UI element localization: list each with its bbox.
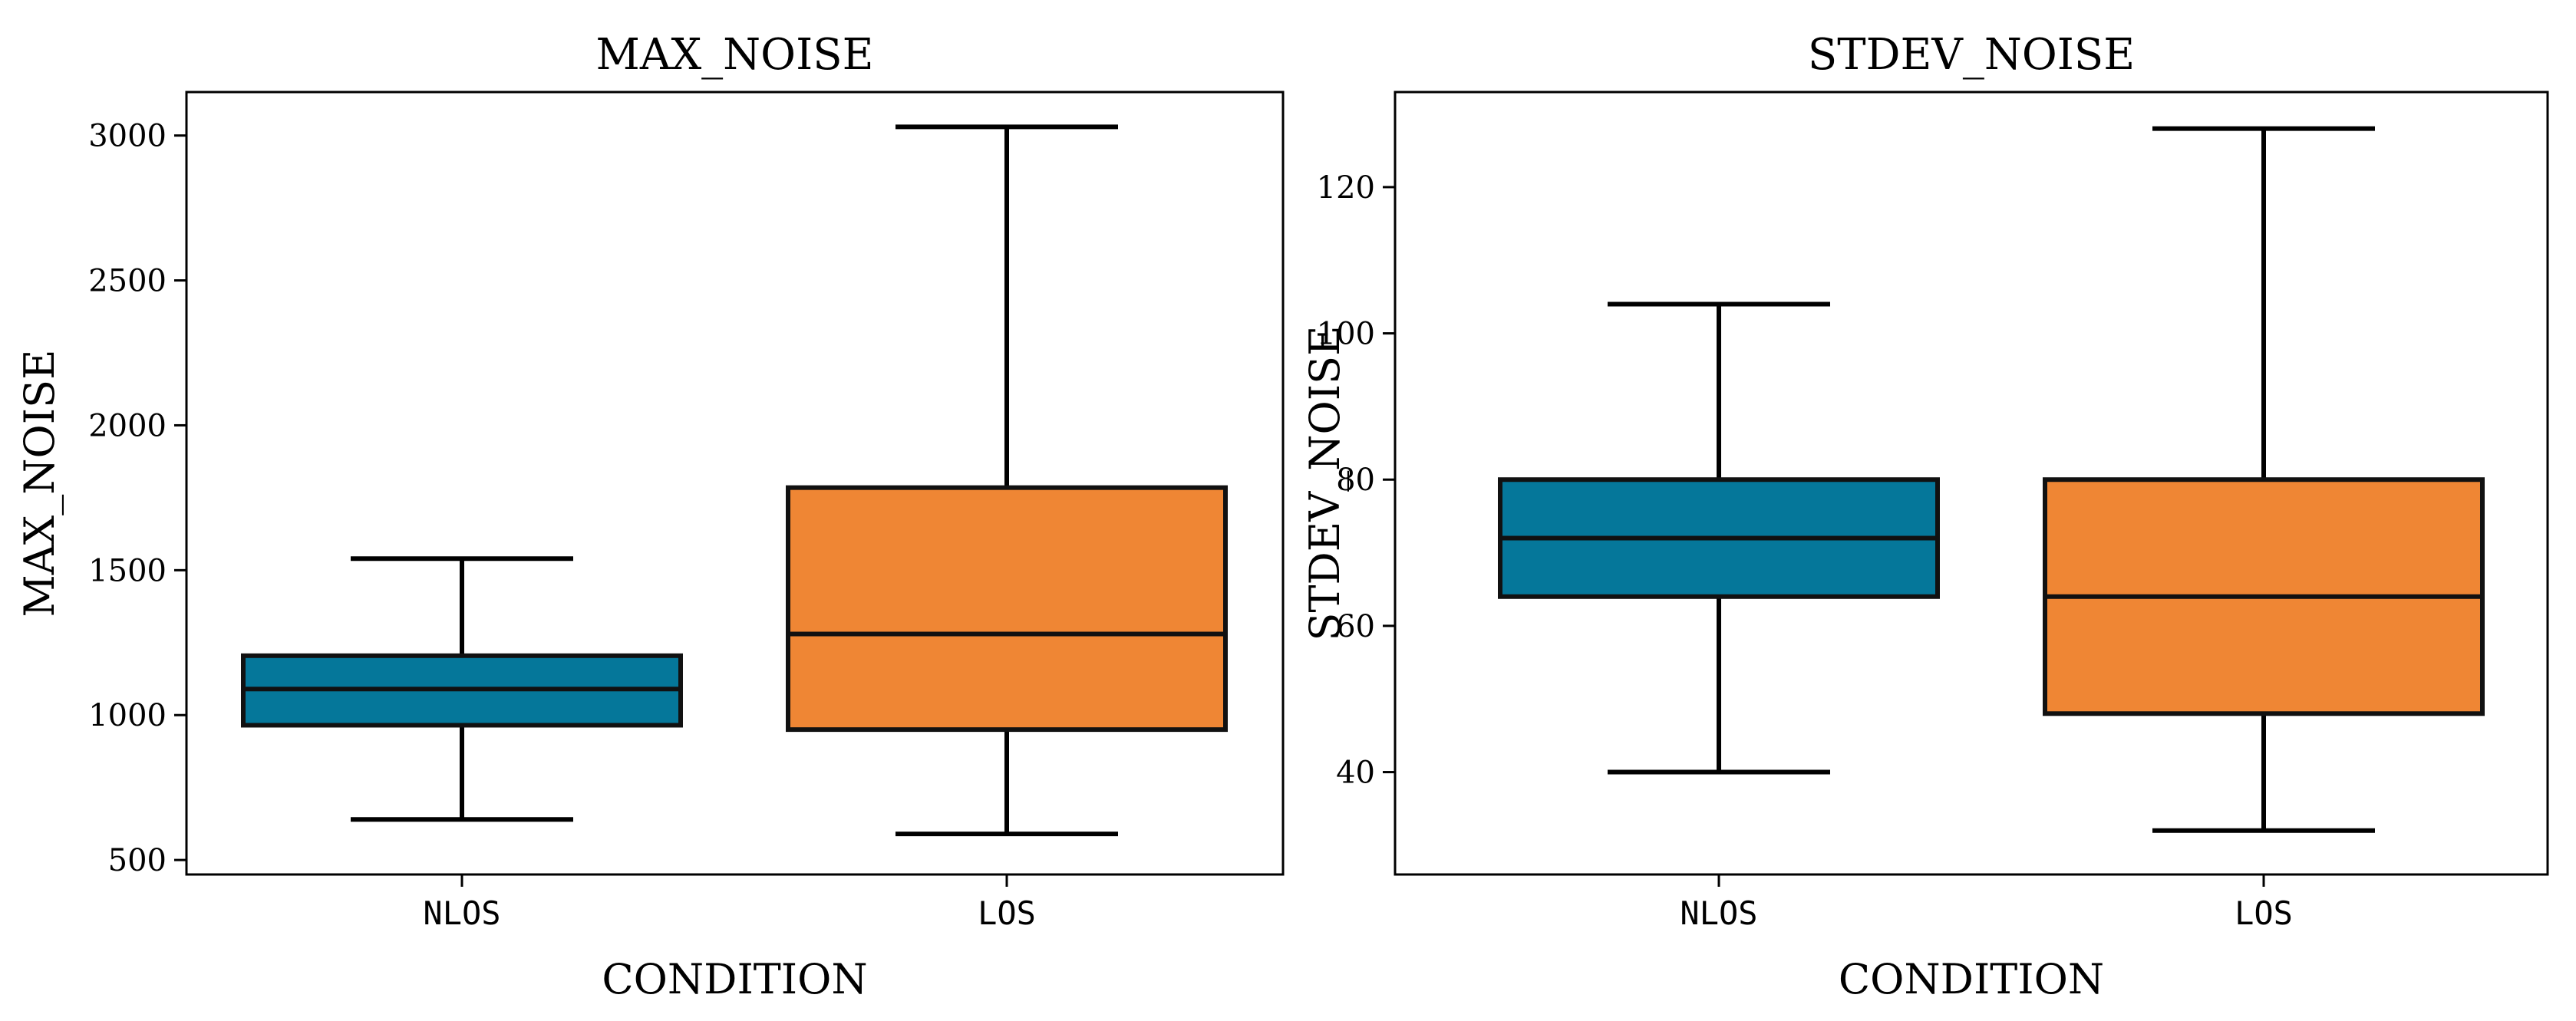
- y-tick-label: 100: [1317, 317, 1375, 352]
- x-tick-label: LOS: [978, 894, 1036, 932]
- x-axis-label: CONDITION: [1839, 955, 2104, 1003]
- y-tick-label: 500: [108, 843, 167, 878]
- box-iqr: [786, 485, 1228, 733]
- y-tick-label: 1500: [88, 553, 167, 588]
- y-tick-label: 3000: [88, 119, 167, 154]
- chart-panel-2: 40 60 80 100 120 NLOS LOS STDEV_NOISE CONDITION S…: [1301, 30, 2549, 1003]
- plot-frame: [1394, 91, 2549, 876]
- y-tick-label: 1000: [88, 698, 167, 733]
- x-tick-label: NLOS: [1680, 894, 1757, 932]
- box-nlos: [241, 556, 683, 822]
- box-los: [2043, 126, 2485, 833]
- chart-title: MAX_NOISE: [596, 30, 874, 80]
- chart-panel-1: 500 1000 1500 2000 2500 3000 NLOS LOS MAX_NOISE C…: [15, 30, 1285, 1003]
- plot-frame: [185, 91, 1285, 876]
- box-nlos: [1498, 301, 1940, 775]
- y-tick-label: 80: [1336, 463, 1375, 498]
- y-tick-label: 2000: [88, 408, 167, 443]
- x-axis-label: CONDITION: [602, 955, 867, 1003]
- y-tick-label: 60: [1336, 609, 1375, 644]
- box-los: [786, 124, 1228, 837]
- chart-title: STDEV_NOISE: [1808, 30, 2135, 80]
- x-tick-label: LOS: [2235, 894, 2293, 932]
- y-axis-label: STDEV_NOISE: [1301, 326, 1349, 641]
- y-tick-label: 120: [1317, 170, 1375, 206]
- y-tick-label: 2500: [88, 264, 167, 299]
- y-axis-label: MAX_NOISE: [15, 350, 64, 618]
- x-tick-label: NLOS: [423, 894, 500, 932]
- y-tick-label: 40: [1336, 756, 1375, 791]
